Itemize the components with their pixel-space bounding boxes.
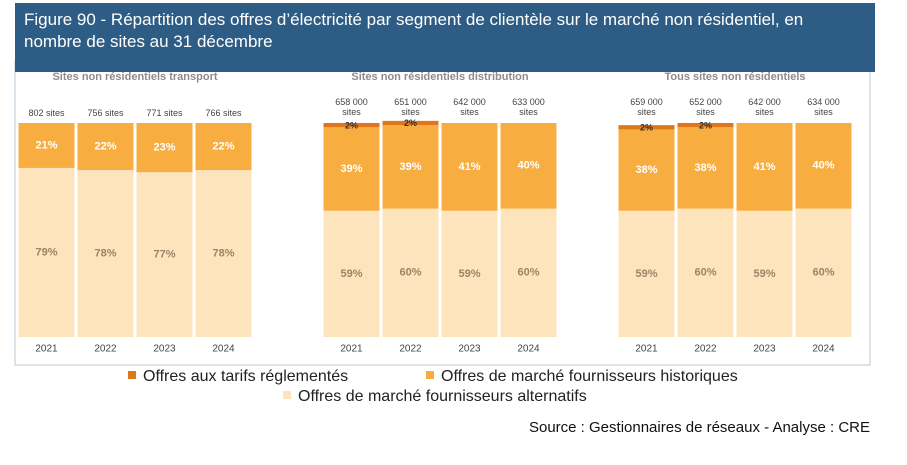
value-label: 41% bbox=[458, 161, 480, 173]
x-tick-label: 2024 bbox=[212, 344, 235, 355]
bar-segment bbox=[795, 123, 852, 209]
x-tick-label: 2023 bbox=[458, 344, 481, 355]
value-label: 22% bbox=[212, 140, 234, 152]
x-tick-label: 2023 bbox=[153, 344, 176, 355]
bar-segment bbox=[795, 208, 852, 337]
bar-segment bbox=[195, 123, 252, 171]
bar-segment bbox=[736, 123, 793, 211]
value-label: 59% bbox=[635, 268, 657, 280]
bar-segment bbox=[441, 210, 498, 337]
x-tick-label: 2021 bbox=[35, 344, 58, 355]
bar-segment bbox=[677, 208, 734, 337]
x-tick-label: 2022 bbox=[694, 344, 717, 355]
bar-segment bbox=[500, 123, 557, 209]
bar-segment bbox=[618, 129, 675, 211]
chart-title: Figure 90 - Répartition des offres d’éle… bbox=[24, 10, 804, 51]
bar-segment bbox=[323, 127, 380, 211]
panel-subtitle: Sites non résidentiels distribution bbox=[351, 71, 529, 83]
value-label: 39% bbox=[399, 161, 421, 173]
legend-swatch bbox=[128, 371, 136, 379]
value-label: 60% bbox=[694, 267, 716, 279]
bar-segment bbox=[382, 208, 439, 337]
value-label: 2% bbox=[345, 120, 358, 130]
bar-segment bbox=[618, 210, 675, 337]
total-label: 642 000 sites bbox=[453, 97, 486, 117]
bar-segment bbox=[441, 123, 498, 211]
x-tick-label: 2021 bbox=[340, 344, 363, 355]
value-label: 2% bbox=[699, 120, 712, 130]
panel-subtitle: Tous sites non résidentiels bbox=[665, 71, 806, 83]
legend-item: Offres de marché fournisseurs alternatif… bbox=[283, 388, 587, 406]
bar-segment bbox=[18, 123, 75, 168]
value-label: 59% bbox=[340, 268, 362, 280]
x-tick-label: 2021 bbox=[635, 344, 658, 355]
value-label: 59% bbox=[753, 268, 775, 280]
value-label: 40% bbox=[517, 160, 539, 172]
x-tick-label: 2024 bbox=[812, 344, 835, 355]
value-label: 39% bbox=[340, 163, 362, 175]
bar-segment bbox=[77, 123, 134, 171]
bar-segment bbox=[618, 125, 675, 130]
bar-segment bbox=[677, 127, 734, 209]
total-label: 652 000 sites bbox=[689, 97, 722, 117]
total-label: 771 sites bbox=[146, 108, 183, 118]
bar-segment bbox=[323, 210, 380, 337]
value-label: 78% bbox=[212, 247, 234, 259]
bar-segment bbox=[500, 208, 557, 337]
value-label: 40% bbox=[812, 160, 834, 172]
total-label: 642 000 sites bbox=[748, 97, 781, 117]
x-tick-label: 2022 bbox=[94, 344, 117, 355]
bar-segment bbox=[195, 170, 252, 337]
total-label: 766 sites bbox=[205, 108, 242, 118]
value-label: 38% bbox=[694, 162, 716, 174]
x-tick-label: 2022 bbox=[399, 344, 422, 355]
bar-segment bbox=[18, 167, 75, 337]
value-label: 79% bbox=[35, 246, 57, 258]
legend-swatch bbox=[426, 371, 434, 379]
value-label: 59% bbox=[458, 268, 480, 280]
value-label: 23% bbox=[153, 142, 175, 154]
total-label: 634 000 sites bbox=[807, 97, 840, 117]
legend-swatch bbox=[283, 391, 291, 399]
value-label: 77% bbox=[153, 249, 175, 261]
bar-segment bbox=[736, 210, 793, 337]
source: Source : Gestionnaires de réseaux - Anal… bbox=[528, 419, 870, 436]
value-label: 22% bbox=[94, 140, 116, 152]
legend-label: Offres de marché fournisseurs historique… bbox=[441, 368, 738, 385]
total-label: 659 000 sites bbox=[630, 97, 663, 117]
total-label: 802 sites bbox=[28, 108, 65, 118]
value-label: 60% bbox=[517, 267, 539, 279]
legend-label: Offres de marché fournisseurs alternatif… bbox=[298, 388, 587, 405]
bar-segment bbox=[677, 123, 734, 128]
bar-segment bbox=[136, 123, 193, 173]
bar-segment bbox=[136, 172, 193, 337]
total-label: 658 000 sites bbox=[335, 97, 368, 117]
panel-subtitle: Sites non résidentiels transport bbox=[52, 71, 217, 83]
value-label: 60% bbox=[812, 267, 834, 279]
legend-item: Offres aux tarifs réglementés bbox=[128, 368, 348, 386]
legend-item: Offres de marché fournisseurs historique… bbox=[426, 368, 738, 386]
bar-segment bbox=[77, 170, 134, 337]
value-label: 78% bbox=[94, 247, 116, 259]
bar-segment bbox=[382, 120, 439, 126]
value-label: 41% bbox=[753, 161, 775, 173]
x-tick-label: 2023 bbox=[753, 344, 776, 355]
total-label: 756 sites bbox=[87, 108, 124, 118]
value-label: 60% bbox=[399, 267, 421, 279]
value-label: 38% bbox=[635, 164, 657, 176]
bar-segment bbox=[323, 123, 380, 128]
value-label: 21% bbox=[35, 139, 57, 151]
header-band bbox=[15, 3, 875, 72]
value-label: 2% bbox=[640, 123, 653, 133]
total-label: 633 000 sites bbox=[512, 97, 545, 117]
x-tick-label: 2024 bbox=[517, 344, 540, 355]
total-label: 651 000 sites bbox=[394, 97, 427, 117]
legend-label: Offres aux tarifs réglementés bbox=[143, 368, 349, 385]
bar-segment bbox=[382, 125, 439, 209]
value-label: 2% bbox=[404, 118, 417, 128]
